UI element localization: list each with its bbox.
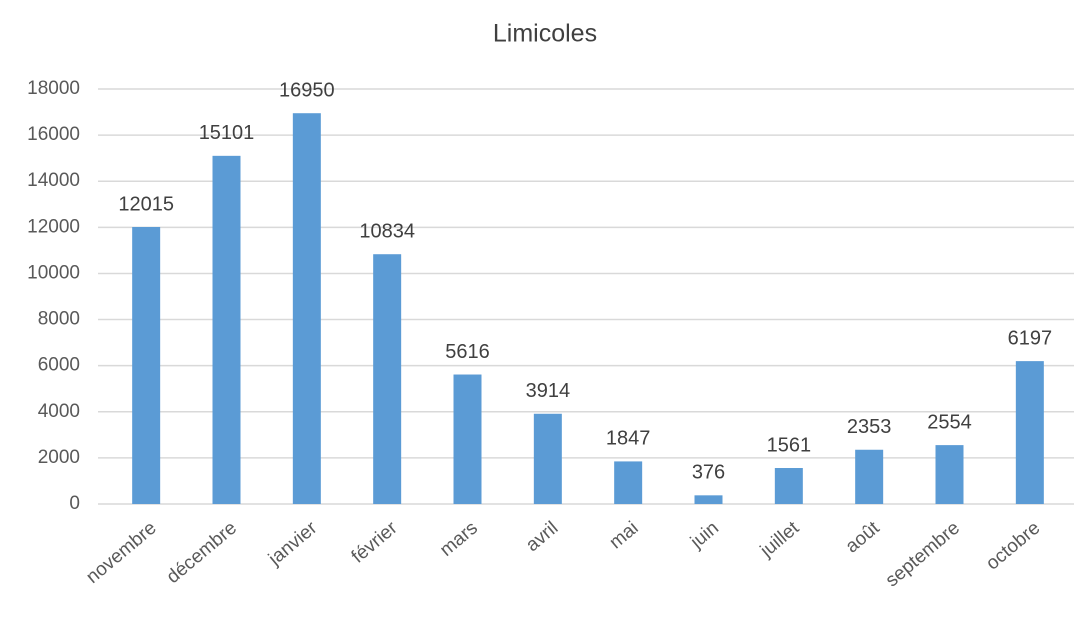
x-tick-label: mai <box>606 518 643 554</box>
data-label: 10834 <box>359 220 415 242</box>
bar <box>533 413 562 504</box>
data-label: 3914 <box>526 380 571 402</box>
bar <box>132 226 161 505</box>
y-tick-label: 12000 <box>27 216 80 237</box>
y-tick-label: 2000 <box>38 447 80 468</box>
y-tick-label: 4000 <box>38 401 80 422</box>
x-tick-label: décembre <box>163 518 241 588</box>
chart-title: Limicoles <box>493 20 597 48</box>
data-label: 5616 <box>445 341 490 363</box>
bar <box>694 495 723 504</box>
data-label: 15101 <box>199 122 255 144</box>
x-tick-label: janvier <box>264 517 322 570</box>
x-tick-label: juillet <box>756 517 804 562</box>
y-tick-label: 14000 <box>27 170 80 191</box>
x-tick-label: septembre <box>882 518 964 592</box>
x-tick-label: mars <box>436 518 482 561</box>
x-tick-label: octobre <box>982 518 1044 575</box>
bar <box>1015 361 1044 504</box>
bar <box>855 449 884 504</box>
bar <box>614 461 643 504</box>
data-label: 2554 <box>927 411 972 433</box>
bar <box>774 468 803 504</box>
y-tick-label: 6000 <box>38 355 80 376</box>
bar <box>935 445 964 504</box>
y-tick-label: 16000 <box>27 124 80 145</box>
data-label: 2353 <box>847 416 892 438</box>
bar <box>373 254 402 504</box>
y-tick-label: 10000 <box>27 262 80 283</box>
bar <box>212 155 241 504</box>
x-tick-label: août <box>842 517 884 557</box>
data-label: 376 <box>692 462 725 484</box>
data-label: 1847 <box>606 428 651 450</box>
y-tick-label: 18000 <box>27 78 80 99</box>
bar <box>453 374 482 504</box>
y-tick-label: 0 <box>69 493 80 514</box>
data-label: 1561 <box>767 434 812 456</box>
x-tick-label: février <box>348 517 402 567</box>
data-label: 6197 <box>1008 327 1053 349</box>
x-tick-label: avril <box>522 518 562 556</box>
y-tick-label: 8000 <box>38 309 80 330</box>
x-tick-label: novembre <box>82 518 160 588</box>
x-tick-label: juin <box>686 518 723 554</box>
data-label: 12015 <box>118 193 174 215</box>
data-label: 16950 <box>279 79 335 101</box>
bar <box>292 113 321 504</box>
